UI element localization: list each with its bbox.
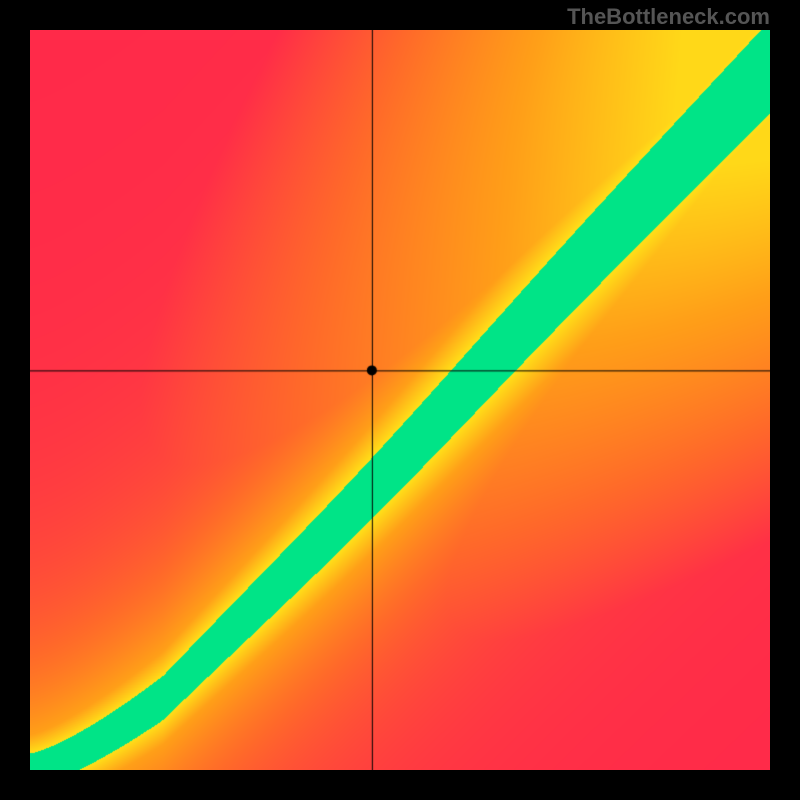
bottleneck-heatmap xyxy=(30,30,770,770)
attribution-text: TheBottleneck.com xyxy=(567,4,770,30)
